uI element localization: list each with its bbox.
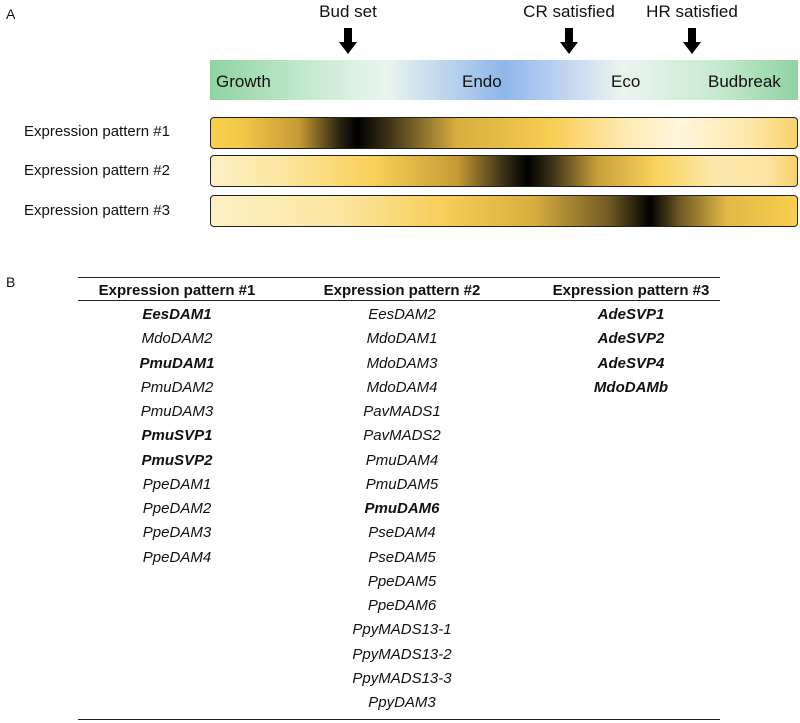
table-header-pattern-1: Expression pattern #1 [98,282,256,299]
gene-column-3: AdeSVP1 AdeSVP2 AdeSVP4 MdoDAMb [594,303,668,400]
phase-label-eco: Eco [611,72,641,91]
gene-name: PmuDAM6 [364,500,440,517]
phase-label-endo: Endo [462,72,502,91]
gene-name: EesDAM1 [142,306,212,323]
gene-name: PpyDAM3 [368,694,436,711]
table-header-pattern-3: Expression pattern #3 [552,282,710,299]
gene-name: PpyMADS13-3 [352,669,452,687]
event-label-hr-satisfied: HR satisfied [646,2,738,21]
pattern-label-1: Expression pattern #1 [24,123,170,140]
gene-name: PpeDAM1 [142,475,212,493]
table-top-rule [78,277,720,278]
gene-column-2: EesDAM2 MdoDAM1 MdoDAM3 MdoDAM4 PavMADS1 PavM… [352,303,451,715]
gene-name: AdeSVP1 [597,306,665,323]
gene-name: MdoDAM4 [366,378,438,396]
arrow-down-icon [683,28,701,54]
panel-b-letter: B [6,274,16,290]
gene-name: PseDAM5 [368,548,436,566]
pattern-label-2: Expression pattern #2 [24,162,170,179]
expression-bar-2 [210,155,798,187]
gene-name: PmuSVP2 [141,451,213,469]
table-bottom-rule [78,719,720,720]
gene-name: MdoDAM1 [366,330,438,348]
gene-name: AdeSVP4 [597,354,665,372]
gene-name: PavMADS1 [363,403,441,420]
gene-name: PpeDAM5 [367,572,437,590]
gene-name: PmuDAM3 [140,403,214,420]
gene-name: PavMADS2 [363,427,441,445]
gene-name: PmuDAM2 [140,378,214,396]
table-header-pattern-2: Expression pattern #2 [323,282,481,299]
gene-name: PpyMADS13-1 [352,621,452,639]
gene-name: PpyMADS13-2 [352,645,452,663]
arrow-down-icon [339,28,357,54]
event-label-bud-set: Bud set [319,2,377,21]
table-header-rule [78,300,720,301]
phase-label-budbreak: Budbreak [708,72,781,91]
gene-name: EesDAM2 [368,306,436,323]
gene-name: PmuDAM1 [139,354,215,372]
gene-name: PmuDAM5 [365,475,439,493]
arrow-down-icon [560,28,578,54]
gene-name: PmuSVP1 [141,427,213,445]
dormancy-phase-bar [210,60,798,100]
gene-column-1: EesDAM1 MdoDAM2 PmuDAM1 PmuDAM2 PmuDAM3 PmuSV… [139,303,214,570]
gene-name: MdoDAM3 [366,354,438,372]
expression-bar-1 [210,117,798,149]
gene-name: MdoDAMb [593,378,669,396]
event-label-cr-satisfied: CR satisfied [523,2,615,21]
gene-name: AdeSVP2 [597,330,665,348]
gene-name: PpeDAM3 [142,524,212,542]
phase-label-growth: Growth [216,72,271,91]
gene-name: PmuDAM4 [365,451,439,469]
panel-a-letter: A [6,6,16,22]
gene-name: MdoDAM2 [141,330,213,348]
gene-name: PpeDAM6 [367,597,437,614]
gene-name: PpeDAM4 [142,548,212,566]
gene-name: PpeDAM2 [142,500,212,517]
expression-bar-3 [210,195,798,227]
pattern-label-3: Expression pattern #3 [24,202,170,219]
gene-name: PseDAM4 [368,524,436,542]
